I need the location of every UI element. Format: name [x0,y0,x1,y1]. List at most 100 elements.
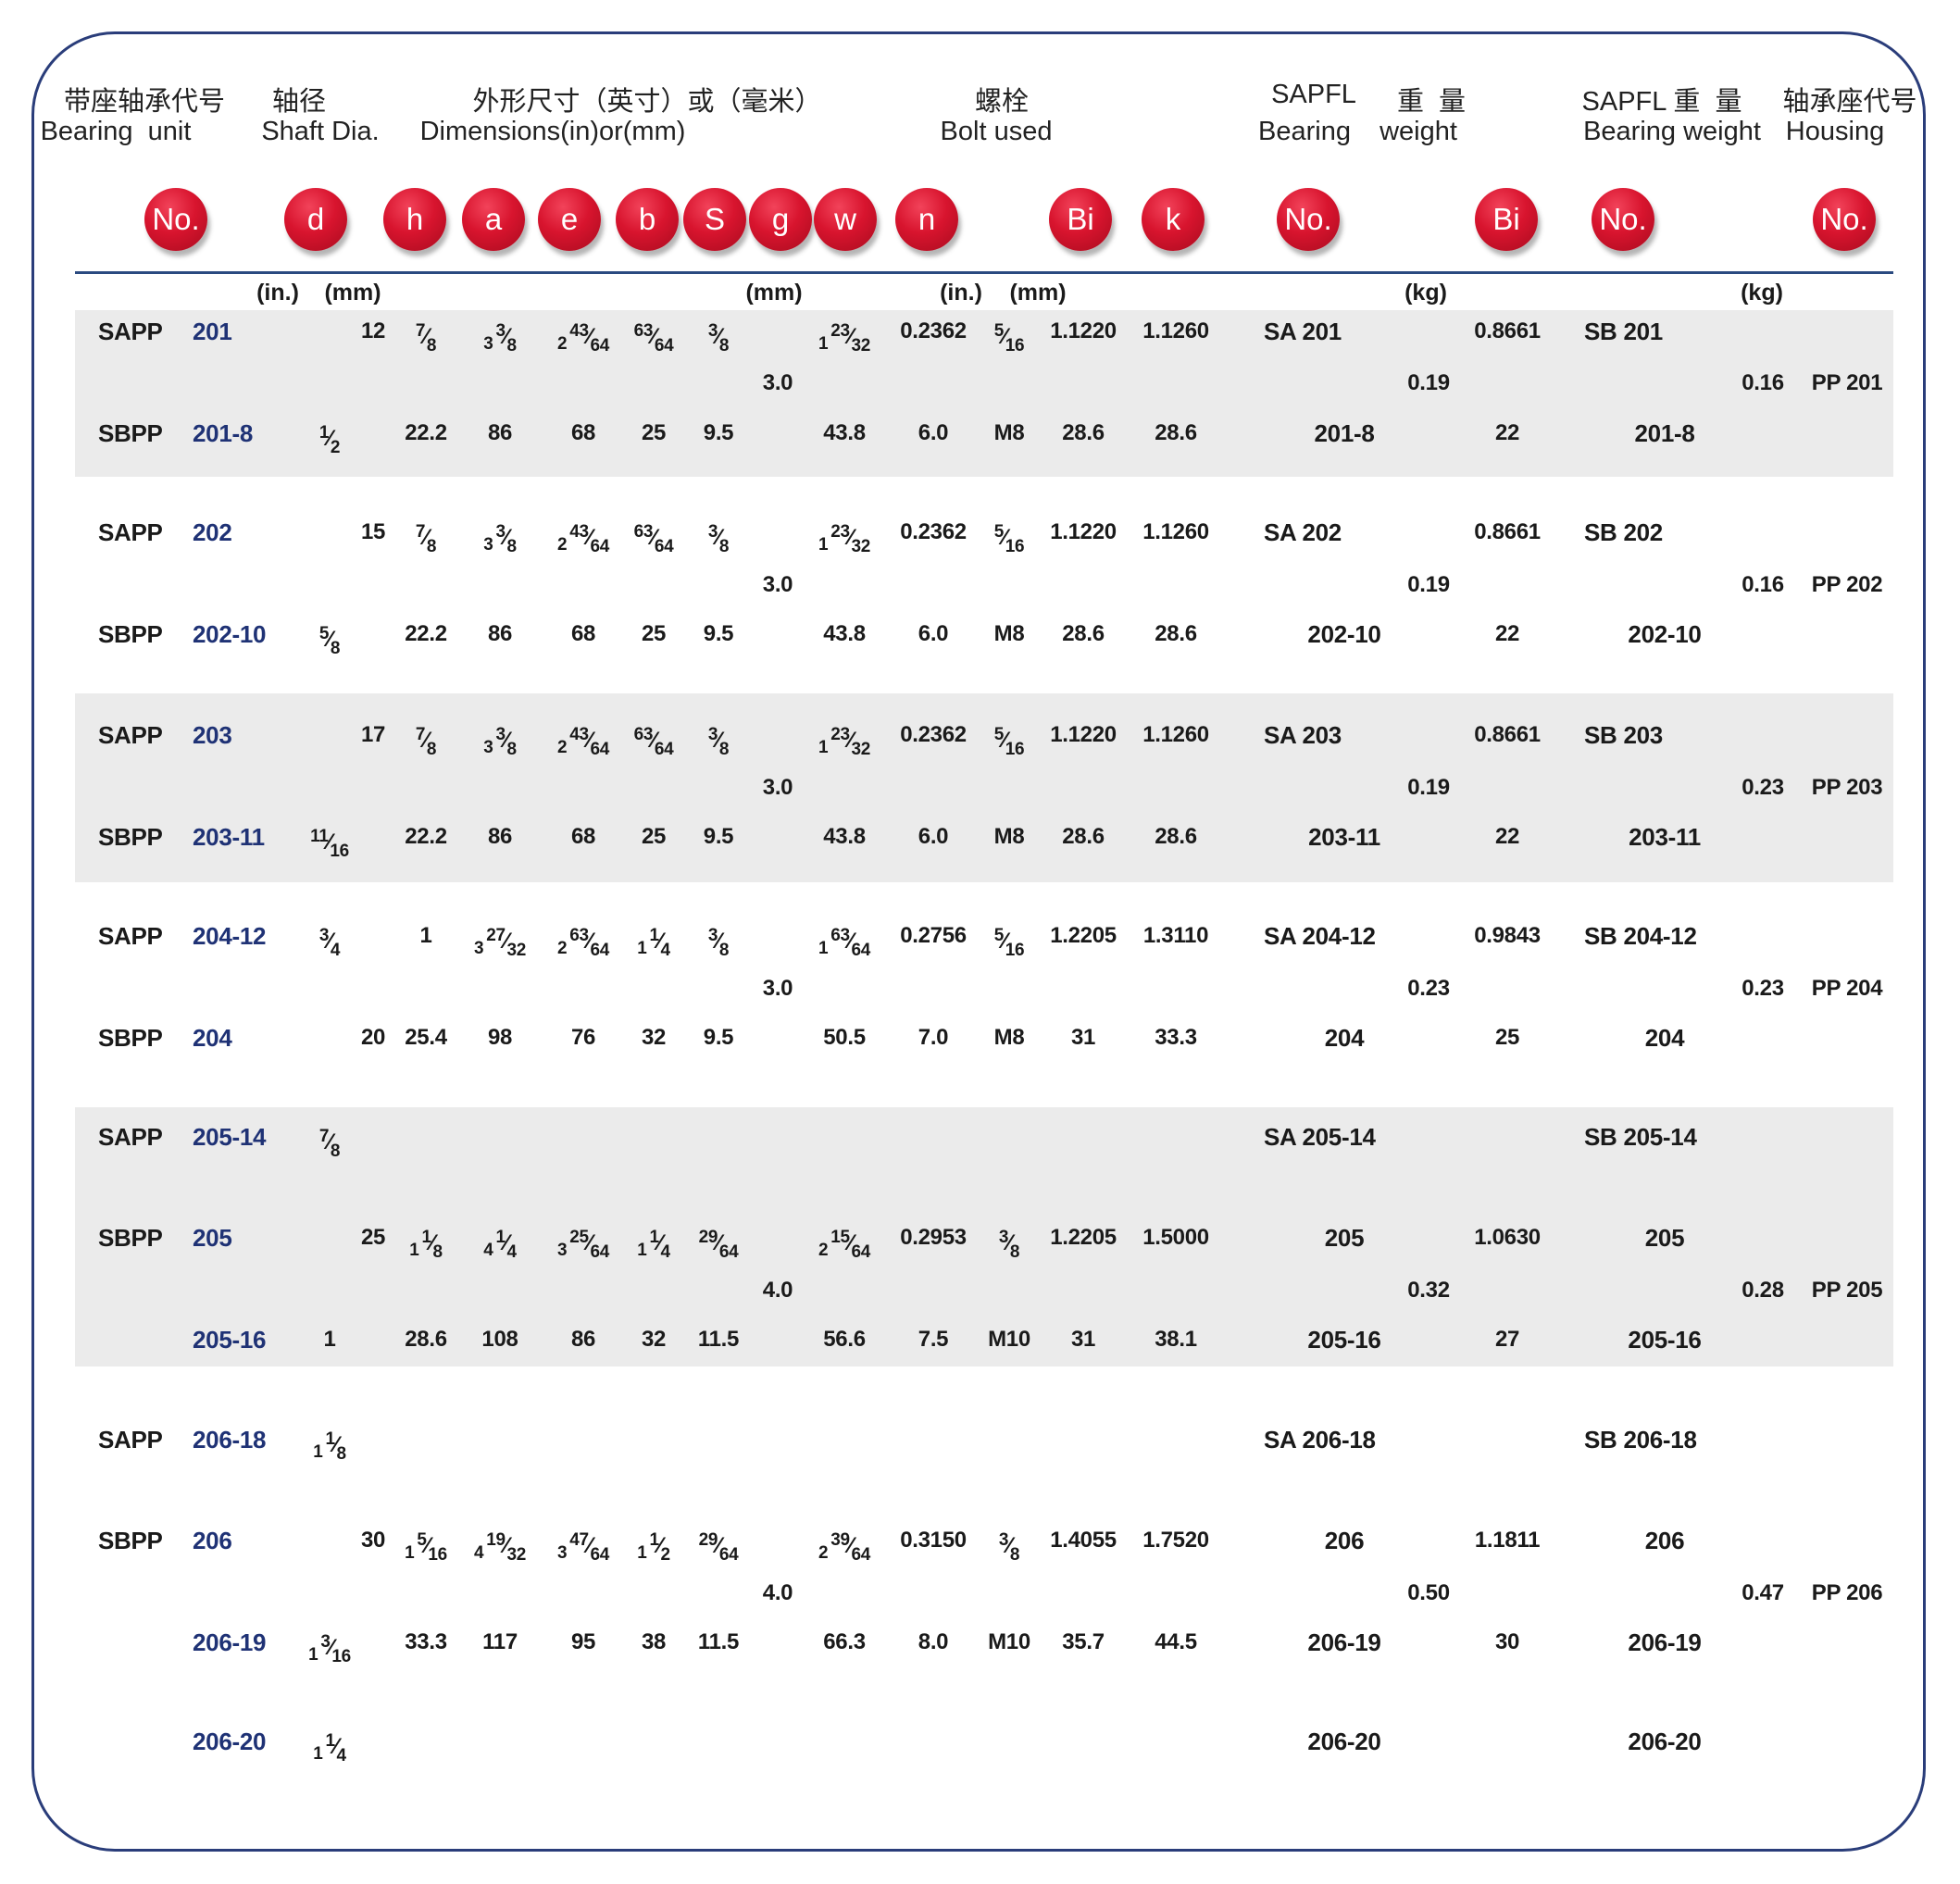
cell-s: 3⁄8 [707,522,730,556]
cell-bolt: 5⁄16 [993,321,1025,356]
cell-sa-no: 206 [1324,1527,1365,1554]
symbol-badge: No. [1277,188,1340,251]
cell-h: 7⁄8 [415,522,437,556]
cell-a: 98 [487,1025,513,1050]
cell-d-in: 13⁄16 [308,1632,351,1666]
cell-housing: PP 203 [1811,775,1883,800]
cell-sa-wt: 0.32 [1407,1278,1450,1303]
cell-d-in: 5⁄8 [318,624,341,658]
cell-sa-bi: 22 [1494,420,1520,445]
cell-b: 63⁄64 [633,725,674,759]
cell-s: 9.5 [703,1025,734,1050]
cell-k: 28.6 [1155,420,1197,445]
cell-bolt: 3⁄8 [998,1228,1020,1262]
cell-h: 11⁄8 [409,1228,443,1262]
cell-b: 32 [641,1327,667,1352]
cell-housing: PP 204 [1811,976,1883,1001]
cell-sa-wt: 0.19 [1407,370,1450,395]
cell-b: 63⁄64 [633,321,674,356]
cell-e: 243⁄64 [556,321,610,356]
cell-sb-no: SB 206-18 [1584,1426,1697,1454]
cell-h: 22.2 [405,621,447,646]
cell-b: 11⁄2 [637,1530,670,1565]
cell-housing: PP 205 [1811,1278,1883,1303]
cell-a: 86 [487,621,513,646]
symbol-badge: d [284,188,347,251]
cell-k: 1.5000 [1142,1225,1209,1250]
cell-n: 8.0 [918,1629,949,1654]
cell-housing: PP 201 [1811,370,1883,395]
cell-sa-bi: 1.1811 [1474,1528,1541,1553]
symbol-badge: No. [144,188,207,251]
cell-sa-bi: 22 [1494,824,1520,849]
cell-sb-no: SB 205-14 [1584,1123,1697,1151]
cell-sa-no: 204 [1324,1024,1365,1052]
cell-h: 15⁄16 [405,1530,447,1565]
cell-bi: 28.6 [1062,621,1105,646]
cell-h: 7⁄8 [415,725,437,759]
cell-w: 43.8 [823,824,866,849]
cell-housing: PP 202 [1811,572,1883,597]
cell-w: 123⁄32 [818,321,871,356]
symbol-badge: No. [1813,188,1876,251]
cell-series: SAPP [98,922,163,950]
cell-sb-no: SB 201 [1584,318,1663,345]
cell-s: 11.5 [697,1629,740,1654]
cell-s: 29⁄64 [698,1530,739,1565]
header-sb-cn: SAPFL 重 量 [1581,87,1742,117]
cell-a: 327⁄32 [473,926,527,960]
cell-sa-no: 201-8 [1314,419,1375,447]
table-frame [31,31,1926,1852]
cell-w: 123⁄32 [818,725,871,759]
cell-n: 0.2756 [900,923,967,948]
header-sa-en-2: weight [1379,117,1457,146]
cell-n: 0.2953 [900,1225,967,1250]
unit-label: (mm) [1009,280,1067,306]
cell-g: 3.0 [762,370,793,395]
cell-d-mm: 20 [360,1025,386,1050]
cell-bolt: M10 [988,1327,1030,1352]
cell-h: 7⁄8 [415,321,437,356]
cell-bolt: 5⁄16 [993,725,1025,759]
cell-w: 123⁄32 [818,522,871,556]
cell-d-in: 3⁄4 [318,926,341,960]
cell-sb-no: 206-19 [1628,1628,1702,1656]
cell-no: 201 [193,318,232,345]
cell-k: 1.3110 [1142,923,1209,948]
unit-label: (kg) [1741,280,1783,306]
cell-bi: 35.7 [1062,1629,1105,1654]
cell-a: 108 [481,1327,518,1352]
cell-e: 86 [570,1327,596,1352]
cell-bi: 1.1220 [1050,519,1117,544]
cell-sb-no: 203-11 [1629,823,1701,851]
header-dim-cn: 外形尺寸（英寸）或（毫米） [472,87,822,117]
cell-k: 1.7520 [1142,1528,1209,1553]
cell-a: 33⁄8 [483,321,517,356]
cell-sb-wt: 0.23 [1742,775,1784,800]
cell-k: 38.1 [1155,1327,1197,1352]
cell-no: 206-19 [193,1628,267,1656]
header-housing-en: Housing [1785,117,1885,146]
cell-sb-wt: 0.23 [1742,976,1784,1001]
cell-sa-no: 203-11 [1308,823,1380,851]
header-bolt-cn: 螺栓 [974,87,1030,117]
cell-n: 0.3150 [900,1528,967,1553]
cell-s: 9.5 [703,824,734,849]
cell-a: 41⁄4 [483,1228,517,1262]
cell-g: 4.0 [762,1580,793,1605]
cell-bolt: 5⁄16 [993,522,1025,556]
header-housing-cn: 轴承座代号 [1782,87,1917,117]
cell-bolt: M8 [993,420,1025,445]
cell-no: 206-20 [193,1728,267,1755]
cell-a: 33⁄8 [483,522,517,556]
symbol-badge: No. [1592,188,1654,251]
header-bolt-en: Bolt used [940,117,1053,146]
header-shaft-cn: 轴径 [271,87,327,117]
cell-n: 0.2362 [900,722,967,747]
symbol-badge: e [538,188,601,251]
unit-label: (mm) [745,280,803,306]
cell-no: 206-18 [193,1426,267,1454]
cell-sb-no: SB 204-12 [1584,922,1697,950]
cell-sa-no: SA 201 [1264,318,1342,345]
cell-w: 43.8 [823,420,866,445]
